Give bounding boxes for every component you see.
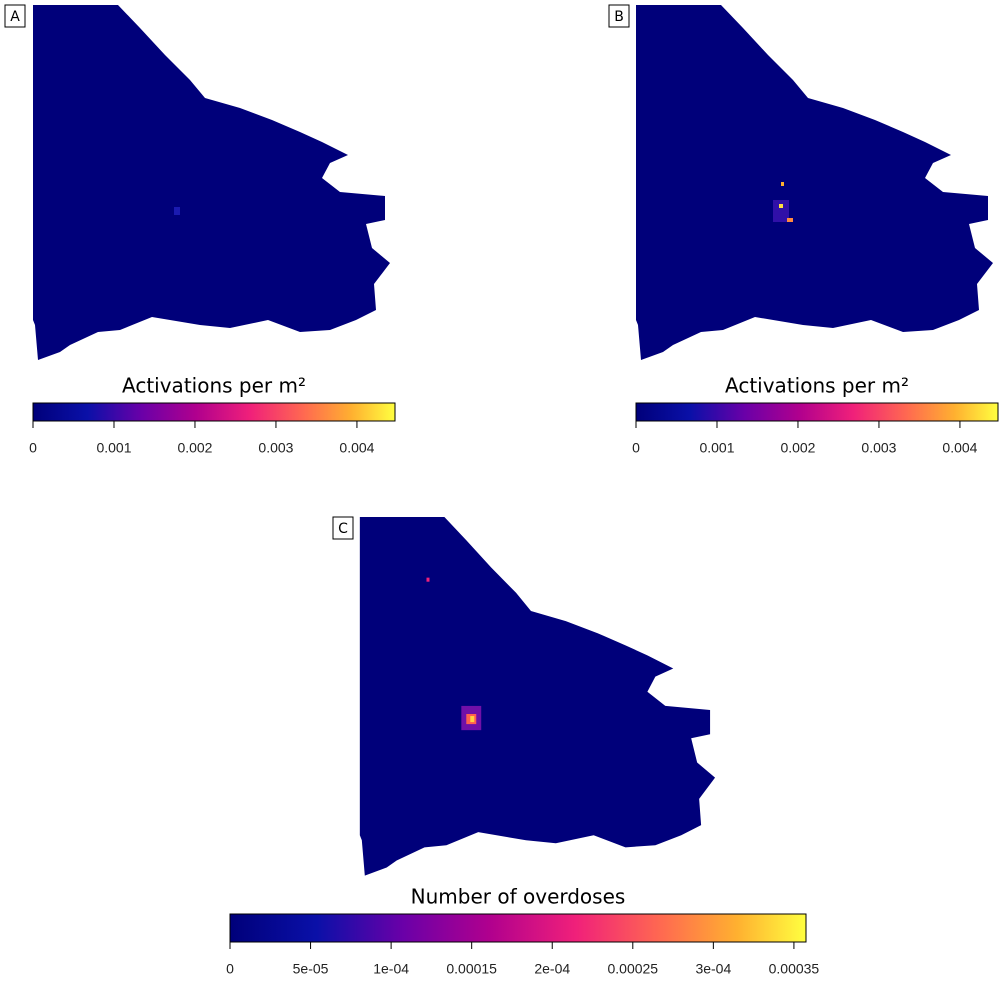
region-map [636, 5, 993, 360]
hotspot [470, 716, 475, 723]
panel-label: A [10, 9, 20, 25]
hotspot [174, 207, 180, 215]
colorbar-title: Activations per m² [725, 374, 909, 398]
colorbar-tick-label: 0.004 [942, 440, 977, 456]
colorbar-tick-label: 0.003 [861, 440, 896, 456]
colorbar-tick-label: 5e-05 [293, 961, 329, 977]
colorbar-tick-label: 0 [226, 961, 234, 977]
colorbar-tick-label: 0 [632, 440, 640, 456]
colorbar-tick-label: 0.00035 [769, 961, 820, 977]
panel-label: C [338, 521, 348, 537]
region-map [33, 5, 390, 360]
colorbar-title: Number of overdoses [411, 885, 626, 909]
hotspot [779, 204, 783, 208]
colorbar-tick-label: 0.002 [177, 440, 212, 456]
colorbar-tick-label: 0.00015 [446, 961, 497, 977]
colorbar-tick-label: 0.00025 [607, 961, 658, 977]
colorbar-tick-label: 0.002 [780, 440, 815, 456]
colorbar-tick-label: 0 [29, 440, 37, 456]
colorbar [229, 913, 807, 943]
panel-c-map [359, 517, 716, 876]
colorbar [635, 402, 999, 422]
panel-b-map [636, 5, 993, 360]
hotspot [787, 218, 793, 222]
hotspot [773, 200, 789, 222]
panel-label: B [614, 9, 624, 25]
colorbar [32, 402, 396, 422]
colorbar-tick-label: 0.004 [339, 440, 374, 456]
region-map [359, 517, 716, 876]
colorbar-title: Activations per m² [122, 374, 306, 398]
panel-a-map [33, 5, 390, 360]
colorbar-tick-label: 1e-04 [373, 961, 409, 977]
panel-label-box [4, 4, 26, 28]
panel-label-box [332, 516, 354, 540]
panel-label-box [608, 4, 630, 28]
colorbar-tick-label: 0.001 [96, 440, 131, 456]
colorbar-tick-label: 2e-04 [534, 961, 570, 977]
hotspot [781, 182, 784, 186]
colorbar-tick-label: 3e-04 [695, 961, 731, 977]
colorbar-tick-label: 0.001 [699, 440, 734, 456]
hotspot [426, 577, 430, 582]
colorbar-tick-label: 0.003 [258, 440, 293, 456]
